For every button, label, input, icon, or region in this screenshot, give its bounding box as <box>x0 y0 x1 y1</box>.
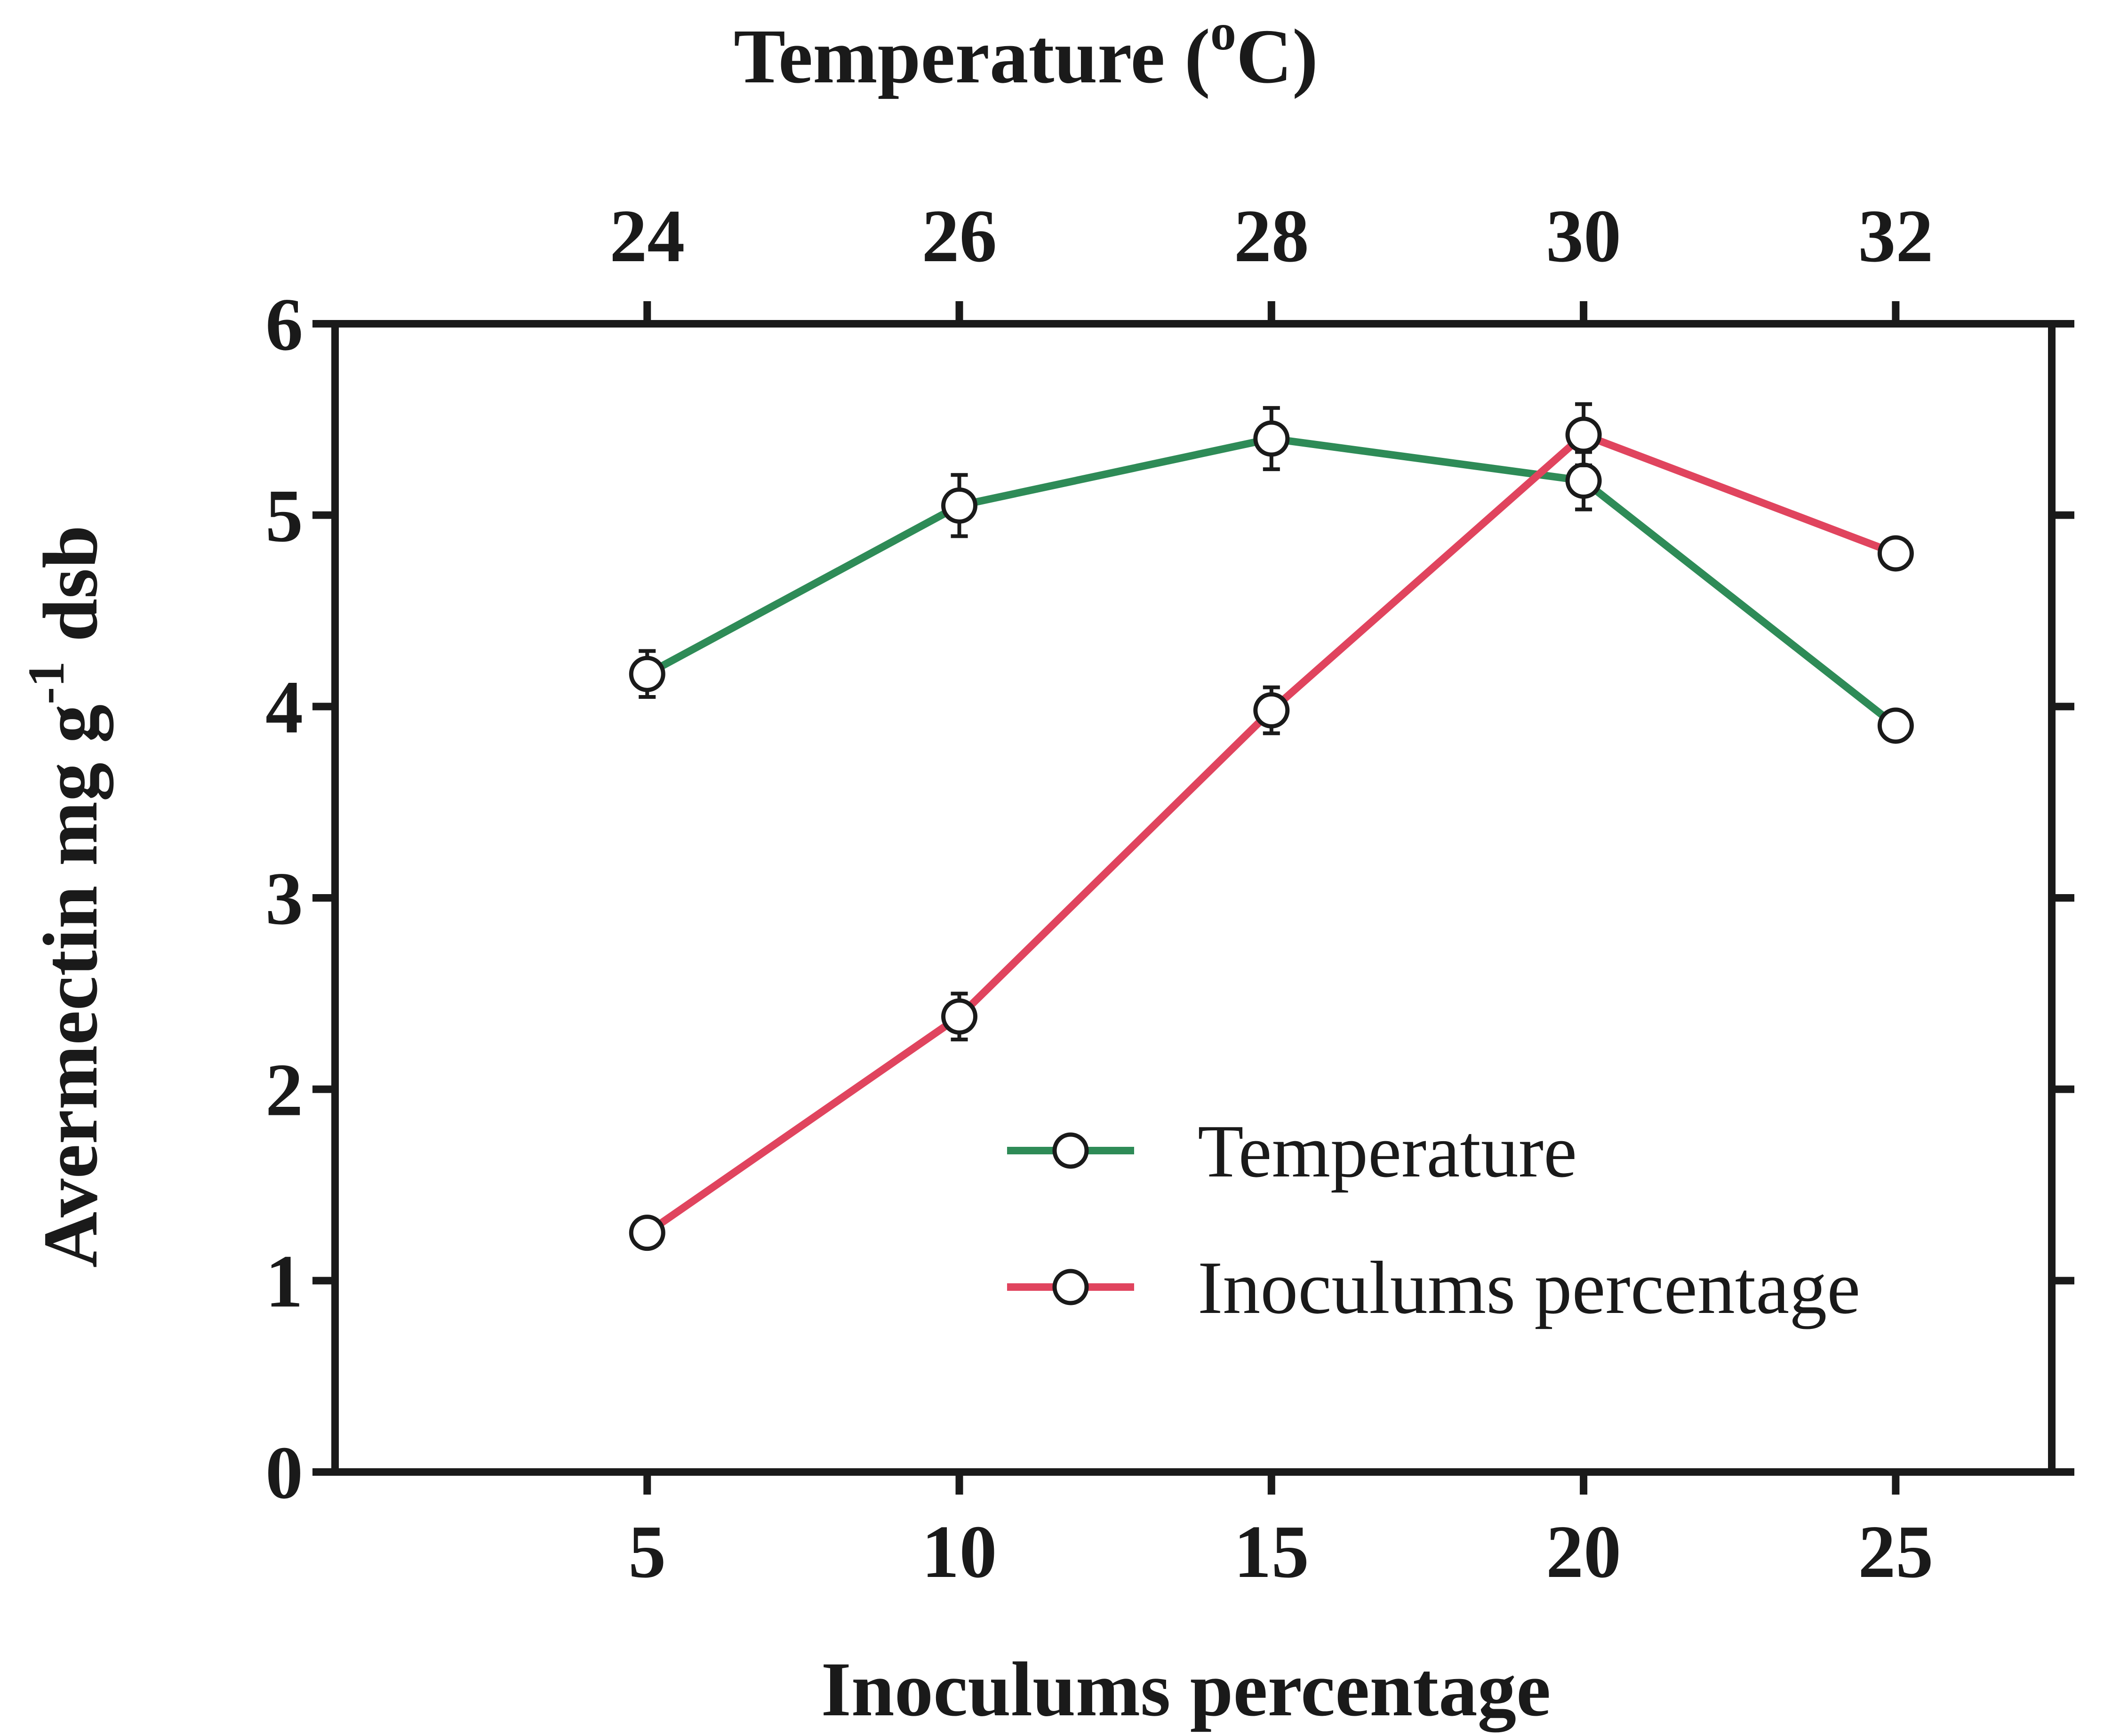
y-tick-label: 5 <box>265 474 303 558</box>
data-point-temperature <box>1565 462 1602 499</box>
y-tick-label: 3 <box>265 856 303 940</box>
legend-label-inoculums-percentage: Inoculums percentage <box>1198 1246 1860 1329</box>
y-tick-label: 0 <box>265 1431 303 1514</box>
y-tick-label: 1 <box>265 1239 303 1323</box>
legend-label-temperature: Temperature <box>1198 1109 1577 1193</box>
legend-marker-inoculums-percentage <box>1052 1269 1089 1305</box>
data-point-inoculums-percentage <box>1877 535 1914 572</box>
top-x-tick-label: 26 <box>922 194 997 278</box>
data-point-inoculums-percentage <box>1565 416 1602 453</box>
data-point-inoculums-percentage <box>629 1215 665 1251</box>
axes: 0 1 2 3 4 5 6 5 10 15 20 25 24 26 28 30 32 <box>265 194 2074 1593</box>
y-axis-title: Avermectin mg g-1 dsb <box>17 525 114 1268</box>
top-x-tick-label: 24 <box>609 194 685 278</box>
top-axis-title-unit: C) <box>1236 13 1318 99</box>
legend-marker-temperature <box>1052 1132 1089 1169</box>
top-x-tick-label: 30 <box>1546 194 1621 278</box>
data-point-inoculums-percentage <box>1253 692 1290 728</box>
top-axis-title-main: Temperature ( <box>734 13 1210 99</box>
y-axis-title-main: Avermectin mg g <box>27 704 114 1268</box>
y-axis-title-sup: -1 <box>17 661 75 704</box>
data-point-temperature <box>941 487 978 524</box>
bottom-x-tick-label: 10 <box>922 1510 997 1593</box>
y-axis-title-tail: dsb <box>27 525 113 661</box>
data-point-temperature <box>629 656 665 692</box>
top-x-tick-label: 32 <box>1858 194 1933 278</box>
y-tick-label: 2 <box>265 1048 303 1132</box>
bottom-axis-title: Inoculums percentage <box>821 1646 1551 1733</box>
bottom-x-tick-label: 25 <box>1858 1510 1933 1593</box>
legend: Temperature Inoculums percentage <box>1007 1109 1860 1329</box>
data-point-temperature <box>1253 420 1290 457</box>
top-axis-title: Temperature (oC) <box>734 3 1318 99</box>
y-tick-label: 4 <box>265 665 303 749</box>
y-tick-label: 6 <box>265 282 303 366</box>
data-point-temperature <box>1877 707 1914 744</box>
bottom-x-tick-label: 20 <box>1546 1510 1621 1593</box>
data-point-inoculums-percentage <box>941 998 978 1035</box>
plot-area <box>629 402 1914 1251</box>
top-axis-title-sup: o <box>1210 3 1236 61</box>
top-x-tick-label: 28 <box>1234 194 1309 278</box>
bottom-x-tick-label: 5 <box>628 1510 666 1593</box>
bottom-x-tick-label: 15 <box>1234 1510 1309 1593</box>
